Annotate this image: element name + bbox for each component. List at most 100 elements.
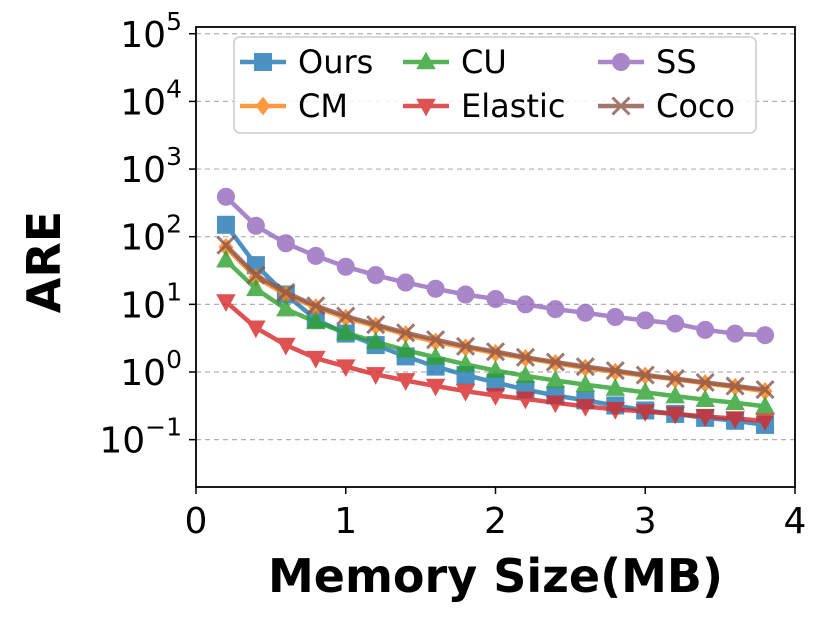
data-point-cu: [545, 370, 566, 388]
data-point-elastic: [335, 359, 356, 378]
data-point-coco: [336, 306, 356, 326]
data-point-coco: [366, 315, 386, 335]
data-point-cu: [425, 346, 446, 365]
y-tick-label: 102: [120, 210, 182, 259]
data-point-cu: [635, 381, 656, 400]
data-point-elastic: [575, 399, 596, 417]
x-tick-label: 0: [185, 501, 208, 542]
data-point-ss: [636, 311, 655, 330]
series-elastic: [216, 294, 775, 432]
legend-swatch-ss: [598, 53, 644, 71]
data-point-cu: [755, 396, 775, 414]
data-point-elastic: [545, 395, 566, 414]
data-point-cu: [246, 278, 266, 297]
y-axis-title: ARE: [17, 211, 71, 313]
data-point-elastic: [216, 294, 236, 312]
data-point-ss: [726, 324, 745, 343]
data-point-coco: [545, 352, 565, 372]
data-point-coco: [605, 361, 625, 381]
series-ss: [216, 187, 775, 345]
data-point-coco: [575, 357, 595, 377]
data-point-coco: [455, 336, 476, 356]
data-point-ss: [576, 303, 595, 322]
data-point-ss: [546, 300, 565, 319]
data-point-ss: [666, 314, 685, 333]
data-point-elastic: [455, 383, 476, 402]
data-point-ss: [336, 257, 355, 276]
legend-label-coco: Coco: [656, 87, 735, 125]
y-tick-label: 103: [120, 142, 182, 191]
legend-item-elastic: Elastic: [403, 87, 565, 125]
y-tick-label: 105: [120, 7, 182, 56]
data-point-elastic: [605, 402, 626, 420]
legend-label-cu: CU: [461, 43, 507, 81]
legend-label-ss: SS: [656, 43, 697, 81]
data-point-coco: [515, 347, 536, 367]
data-point-cu: [395, 339, 416, 358]
legend-marker-elastic: [416, 98, 436, 117]
y-tick-label: 10−1: [99, 413, 182, 462]
legend-marker-ss: [612, 53, 630, 71]
legend-item-ours: Ours: [240, 43, 373, 81]
x-tick-label: 4: [784, 501, 807, 542]
data-point-ss: [246, 216, 265, 235]
legend-swatch-ours: [240, 53, 286, 71]
data-point-cu: [575, 374, 596, 392]
data-point-ss: [396, 273, 415, 292]
x-axis-title: Memory Size(MB): [268, 549, 723, 603]
data-point-coco: [426, 330, 446, 350]
data-point-elastic: [755, 413, 775, 432]
data-point-elastic: [725, 411, 745, 429]
legend-item-cu: CU: [403, 43, 507, 81]
y-tick-label: 101: [120, 277, 182, 326]
data-point-coco: [755, 380, 775, 400]
y-tick-label: 104: [120, 74, 182, 123]
data-point-ss: [306, 246, 325, 265]
y-tick-label: 100: [120, 345, 182, 394]
plot-series: [216, 187, 775, 434]
data-point-ss: [486, 289, 505, 308]
data-point-ours: [216, 215, 235, 234]
data-point-cu: [276, 298, 296, 317]
data-point-cu: [605, 378, 626, 396]
legend-item-coco: Coco: [598, 87, 735, 125]
data-point-coco: [306, 296, 326, 316]
legend-swatch-elastic: [403, 98, 449, 117]
data-point-cu: [515, 365, 536, 384]
data-point-elastic: [635, 404, 656, 422]
data-point-coco: [695, 372, 715, 393]
data-point-ss: [426, 279, 445, 298]
legend-swatch-cm: [240, 96, 286, 116]
data-point-coco: [665, 368, 685, 389]
data-point-coco: [396, 323, 416, 343]
data-point-cu: [665, 385, 685, 404]
data-point-elastic: [306, 350, 326, 369]
data-point-coco: [216, 235, 236, 255]
data-point-coco: [725, 376, 745, 396]
data-point-cu: [695, 389, 715, 407]
data-point-elastic: [365, 367, 386, 385]
legend-label-ours: Ours: [298, 43, 373, 81]
data-point-ss: [276, 234, 295, 253]
legend-marker-ours: [254, 53, 272, 71]
data-point-ss: [606, 308, 625, 327]
x-tick-label: 1: [334, 501, 357, 542]
series-coco: [216, 235, 775, 400]
data-point-ss: [366, 266, 385, 285]
data-point-elastic: [276, 337, 296, 356]
data-point-cu: [306, 311, 326, 330]
legend-label-elastic: Elastic: [461, 87, 565, 125]
legend-marker-cu: [416, 51, 436, 70]
data-point-coco: [635, 365, 655, 385]
data-point-cu: [485, 360, 506, 378]
legend-swatch-cu: [403, 51, 449, 70]
data-point-ss: [456, 285, 475, 304]
axis-ticks: 105 104 103 102 101 100 10−10 1 2 3 4: [99, 7, 806, 542]
data-point-cu: [335, 322, 356, 341]
data-point-coco: [485, 342, 506, 362]
data-point-cu: [216, 249, 236, 268]
legend-label-cm: CM: [298, 87, 348, 125]
data-point-elastic: [246, 320, 266, 339]
x-tick-label: 3: [634, 501, 657, 542]
x-tick-label: 2: [484, 501, 507, 542]
